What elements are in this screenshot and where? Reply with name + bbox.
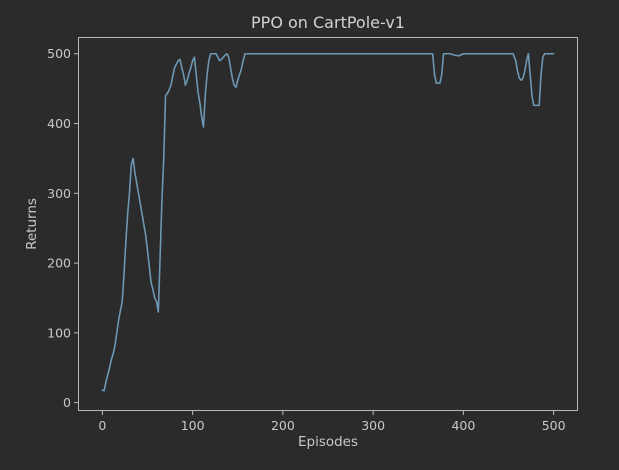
x-tick-label: 0 (98, 418, 106, 433)
x-axis-ticks: 0 100 200 300 400 500 (98, 411, 566, 433)
y-tick-label: 100 (47, 325, 71, 340)
x-axis-label: Episodes (298, 434, 358, 450)
y-tick-label: 500 (47, 46, 71, 61)
y-axis-ticks: 0 100 200 300 400 500 (47, 46, 78, 410)
plot-area (78, 37, 578, 411)
x-tick-label: 200 (271, 418, 295, 433)
chart-title: PPO on CartPole-v1 (251, 13, 405, 32)
x-tick-label: 100 (181, 418, 205, 433)
series-line (101, 52, 555, 392)
x-tick-label: 300 (361, 418, 385, 433)
series-layer (101, 52, 555, 392)
y-tick-label: 200 (47, 256, 71, 271)
x-tick-label: 500 (542, 418, 566, 433)
y-tick-label: 400 (47, 116, 71, 131)
plot-frame (78, 37, 578, 411)
y-tick-label: 300 (47, 186, 71, 201)
y-axis-label: Returns (24, 198, 40, 250)
x-tick-label: 400 (451, 418, 475, 433)
y-tick-label: 0 (63, 395, 71, 410)
